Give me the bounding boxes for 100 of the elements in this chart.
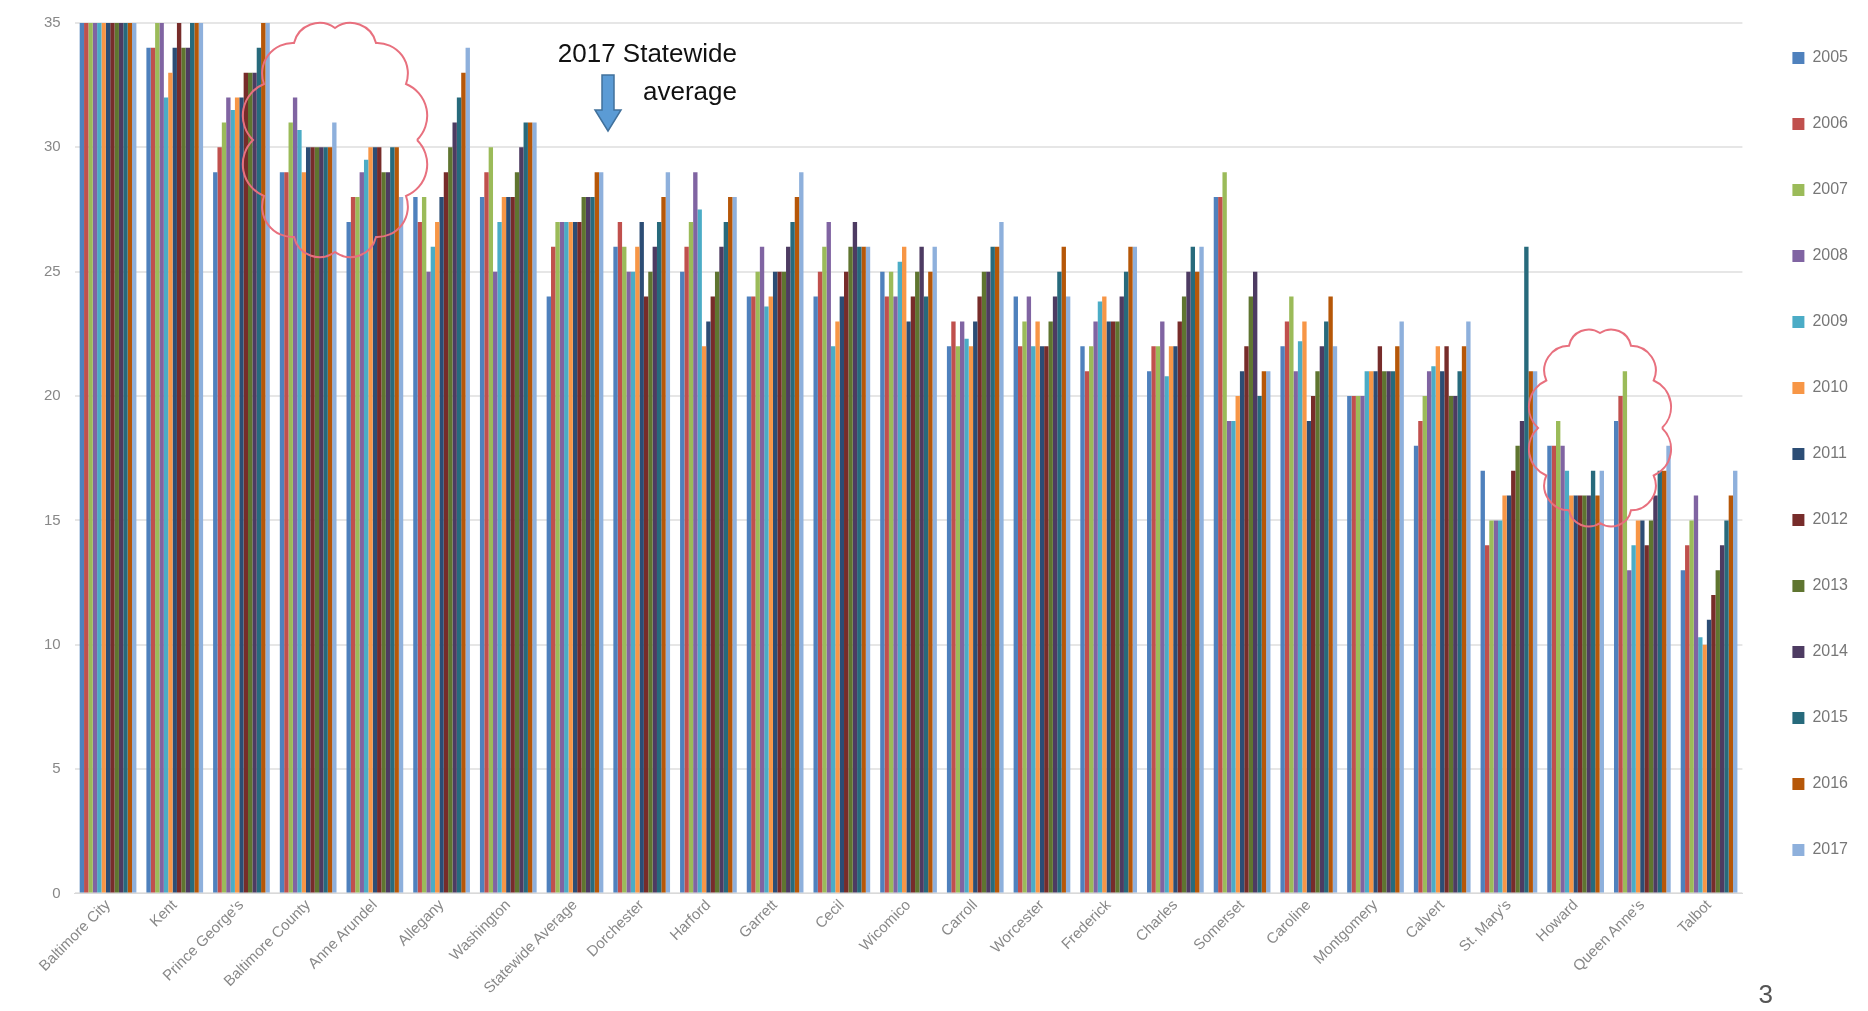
bar	[394, 147, 399, 893]
bar	[665, 172, 671, 893]
bar	[1618, 396, 1623, 893]
bar	[1635, 520, 1641, 893]
bar	[781, 271, 787, 893]
bar	[359, 172, 364, 893]
bar	[1151, 346, 1156, 893]
bar	[1164, 376, 1169, 893]
bar	[1266, 371, 1271, 893]
y-tick-label: 10	[44, 634, 61, 652]
bar	[301, 172, 306, 893]
bar	[1461, 346, 1467, 893]
bar	[817, 271, 823, 893]
bar	[1061, 246, 1066, 893]
bar	[493, 271, 498, 893]
bar	[155, 23, 160, 893]
bar	[848, 246, 853, 893]
bar	[1377, 346, 1383, 893]
bar	[198, 23, 204, 893]
bar	[1556, 420, 1561, 893]
bar	[693, 172, 698, 893]
bar	[426, 271, 431, 893]
bar	[981, 271, 987, 893]
bar	[1711, 595, 1716, 893]
bar	[622, 246, 627, 893]
bar	[88, 23, 93, 893]
legend-label: 2013	[1812, 576, 1849, 594]
bar	[1680, 570, 1686, 893]
bar	[594, 172, 599, 893]
bar	[1524, 246, 1529, 893]
bar	[1195, 271, 1200, 893]
bar	[123, 23, 128, 893]
bar	[1306, 420, 1311, 893]
bar	[398, 197, 404, 893]
bar	[884, 296, 889, 893]
bar	[1190, 246, 1196, 893]
bar	[1293, 371, 1298, 893]
bar	[1102, 296, 1107, 893]
bar	[923, 296, 929, 893]
bar	[92, 23, 98, 893]
bar	[710, 296, 715, 893]
legend-label: 2014	[1812, 642, 1849, 660]
bar	[888, 271, 894, 893]
bar	[639, 221, 644, 893]
bar	[1498, 520, 1503, 893]
bar	[456, 97, 462, 893]
bar	[799, 172, 804, 893]
bar	[1297, 341, 1303, 893]
bar	[964, 338, 969, 893]
bar	[630, 271, 636, 893]
bar	[1382, 371, 1387, 893]
bar	[1502, 495, 1507, 893]
bar	[1422, 396, 1427, 893]
y-tick-label: 20	[44, 386, 61, 404]
bar	[759, 246, 765, 893]
bar	[1577, 495, 1583, 893]
bar	[999, 221, 1004, 893]
bar	[479, 197, 485, 893]
legend-label: 2009	[1812, 312, 1849, 330]
bar	[830, 346, 836, 893]
bar	[1661, 470, 1667, 893]
bar	[443, 172, 449, 893]
bar	[1685, 545, 1690, 893]
bar	[1627, 570, 1632, 893]
bar	[852, 221, 858, 893]
bar	[1448, 396, 1454, 893]
bar	[1248, 296, 1253, 893]
bar	[973, 321, 978, 893]
bar	[465, 47, 470, 893]
y-tick-label: 30	[44, 137, 61, 155]
bar	[1302, 321, 1307, 893]
bar	[497, 221, 502, 893]
bar	[652, 246, 657, 893]
bar	[527, 122, 533, 893]
bar	[772, 271, 778, 893]
bar	[1506, 495, 1512, 893]
bar	[688, 221, 694, 893]
bar	[839, 296, 845, 893]
bar	[172, 47, 177, 893]
bar	[919, 246, 924, 893]
bar	[1444, 346, 1449, 893]
bar	[1489, 520, 1494, 893]
bar	[656, 221, 662, 893]
bar	[706, 321, 711, 893]
bar	[723, 221, 729, 893]
bar	[514, 172, 520, 893]
bar	[1426, 371, 1432, 893]
bar	[1044, 346, 1049, 893]
bar	[585, 197, 591, 893]
bar	[319, 147, 324, 893]
bar	[97, 23, 102, 893]
bar	[581, 197, 586, 893]
bar	[915, 271, 920, 893]
bar	[1057, 271, 1062, 893]
bar	[902, 246, 907, 893]
bar	[448, 147, 453, 893]
bar	[1613, 420, 1619, 893]
bar	[1235, 396, 1240, 893]
bar	[1418, 420, 1423, 893]
bar	[506, 197, 511, 893]
